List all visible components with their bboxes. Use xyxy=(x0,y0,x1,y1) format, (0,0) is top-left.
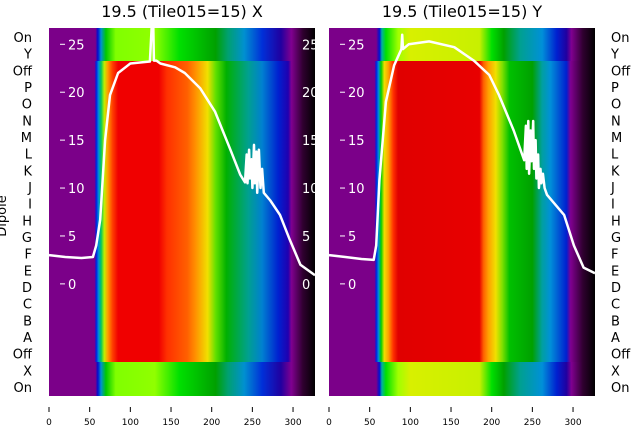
row-label: Off xyxy=(13,348,33,363)
row-label: E xyxy=(611,264,619,279)
xtick-label: 250 xyxy=(244,418,261,428)
row-label: G xyxy=(611,231,621,246)
row-label: X xyxy=(611,364,620,379)
xtick-label: 200 xyxy=(203,418,220,428)
twin-ytick-label: 15 xyxy=(302,134,319,149)
twin-ytick-label: 25 xyxy=(302,38,319,53)
row-label: I xyxy=(611,198,615,213)
overlay-ytick-label: 5 xyxy=(348,230,356,245)
row-label: Off xyxy=(611,64,631,79)
row-label: N xyxy=(22,114,32,129)
row-label: I xyxy=(28,198,32,213)
overlay-ytick-label: 10 xyxy=(348,182,365,197)
row-label: H xyxy=(611,214,621,229)
xtick-label: 50 xyxy=(364,418,376,428)
row-label: C xyxy=(611,298,620,313)
row-label: L xyxy=(25,148,33,163)
row-label: J xyxy=(27,181,32,196)
y-axis-label: Dipole xyxy=(0,195,10,236)
overlay-ytick-label: 25 xyxy=(348,38,365,53)
row-label: M xyxy=(611,131,622,146)
row-label: Y xyxy=(610,48,619,63)
overlay-ytick-label: 5 xyxy=(68,230,76,245)
overlay-ytick-label: 0 xyxy=(68,278,76,293)
overlay-ytick-label: 10 xyxy=(68,182,85,197)
xtick-label: 150 xyxy=(442,418,459,428)
twin-ytick-label: 20 xyxy=(302,86,319,101)
xtick-label: 0 xyxy=(326,418,332,428)
row-label: D xyxy=(611,281,621,296)
overlay-ytick-label: 15 xyxy=(68,134,85,149)
xtick-label: 50 xyxy=(84,418,96,428)
row-label: On xyxy=(611,31,629,46)
row-label: D xyxy=(22,281,32,296)
row-label: P xyxy=(611,81,619,96)
row-label: G xyxy=(22,231,32,246)
row-label: Y xyxy=(23,48,32,63)
xtick-label: 100 xyxy=(402,418,419,428)
overlay-ytick-label: 0 xyxy=(348,278,356,293)
twin-ytick-label: 10 xyxy=(302,182,319,197)
xtick-label: 200 xyxy=(483,418,500,428)
panel-title: 19.5 (Tile015=15) Y xyxy=(382,2,543,21)
row-label: N xyxy=(611,114,621,129)
overlay-ytick-label: 25 xyxy=(68,38,85,53)
overlay-ytick-label: 20 xyxy=(68,86,85,101)
overlay-ytick-label: 15 xyxy=(348,134,365,149)
twin-ytick-label: 0 xyxy=(302,278,310,293)
power-series-line xyxy=(48,14,316,277)
row-label: A xyxy=(23,331,32,346)
panel-y: 0 5 10 15 20 25 xyxy=(328,28,596,396)
row-label: L xyxy=(611,148,619,163)
row-label: P xyxy=(24,81,32,96)
row-label: O xyxy=(22,98,32,113)
row-label: M xyxy=(21,131,32,146)
row-label: K xyxy=(611,164,620,179)
xtick-label: 100 xyxy=(122,418,139,428)
xtick-label: 150 xyxy=(162,418,179,428)
row-label: J xyxy=(610,181,615,196)
row-label: H xyxy=(22,214,32,229)
row-label: A xyxy=(611,331,620,346)
row-label: X xyxy=(23,364,32,379)
heatmap-dipole-rows xyxy=(329,61,595,362)
overlay-ytick-label: 20 xyxy=(348,86,365,101)
power-series-line xyxy=(328,33,596,275)
xtick-label: 0 xyxy=(46,418,52,428)
heatmap-dipole-rows xyxy=(49,61,315,362)
row-label: B xyxy=(611,314,620,329)
xtick-label: 300 xyxy=(564,418,581,428)
row-label: C xyxy=(23,298,32,313)
row-label: On xyxy=(14,31,32,46)
row-label: K xyxy=(23,164,32,179)
panel-title: 19.5 (Tile015=15) X xyxy=(101,2,263,21)
row-label: B xyxy=(23,314,32,329)
row-label: Off xyxy=(611,348,631,363)
row-label: F xyxy=(611,248,618,263)
row-label: Off xyxy=(13,64,33,79)
twin-ytick-label: 5 xyxy=(302,230,310,245)
row-label: F xyxy=(25,248,32,263)
row-label: E xyxy=(24,264,32,279)
row-label: O xyxy=(611,98,621,113)
xtick-label: 300 xyxy=(284,418,301,428)
row-label: On xyxy=(611,381,629,396)
xtick-label: 250 xyxy=(524,418,541,428)
panel-x: 0 0 5 5 10 10 15 15 20 20 25 25 xyxy=(48,14,319,396)
row-label: On xyxy=(14,381,32,396)
